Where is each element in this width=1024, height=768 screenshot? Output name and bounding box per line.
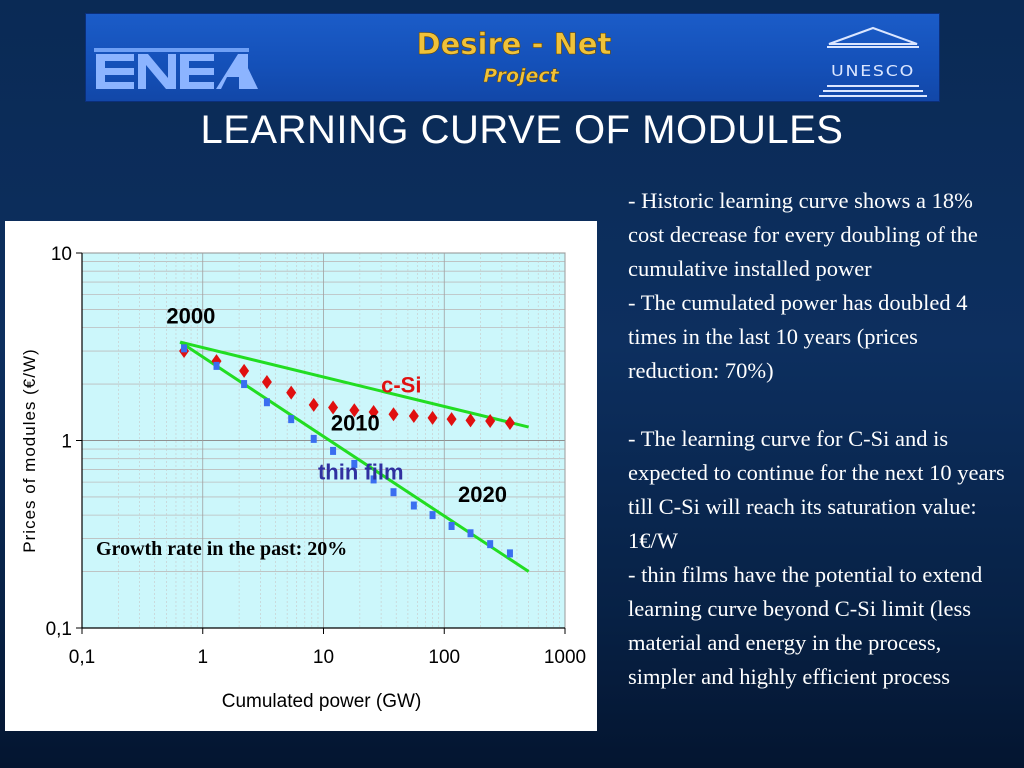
thin-film-point [351,459,358,468]
x-tick-label: 1000 [544,647,586,668]
thin-film-point [181,344,188,353]
y-tick-label: 10 [51,244,72,265]
note-4: - thin films have the potential to exten… [628,562,983,689]
unesco-logo [819,26,927,97]
thin-film-point [330,446,337,455]
x-tick-label: 10 [313,647,334,668]
c-si-point [308,397,319,412]
y-tick-label: 1 [61,432,72,453]
trend-line [179,340,530,429]
y-tick-label: 0,1 [46,619,72,640]
chart-svg: 0,1 1 10 100 1000 0,1 1 10 Cumulated power (GW) P… [20,244,586,712]
chart-annotation: 2000 [166,304,215,329]
c-si-point [239,363,250,378]
note-spacer [628,388,1013,422]
c-si-point [485,414,496,429]
unesco-logo-text: UNESCO [831,62,915,80]
chart-annotation: 2010 [331,411,380,436]
note-2: - The cumulated power has doubled 4 time… [628,290,968,383]
c-si-point [368,404,379,419]
x-tick-label: 1 [197,647,208,668]
thin-film-point [506,549,513,558]
chart-annotation: thin film [318,459,404,484]
thin-film-point [429,511,436,520]
learning-curve-chart: 0,1 1 10 100 1000 0,1 1 10 Cumulated power (GW) P… [5,221,597,731]
thin-film-point [310,434,317,443]
c-si-point [286,385,297,400]
chart-annotation: 2020 [458,482,507,507]
c-si-point [446,412,457,427]
c-si-point [465,413,476,428]
thin-film-point [288,415,295,424]
notes-panel: - Historic learning curve shows a 18% co… [628,184,1013,694]
x-axis-label: Cumulated power (GW) [222,691,422,712]
thin-film-point [370,475,377,484]
enea-logo-bar [94,48,249,52]
c-si-point [408,409,419,424]
note-3: - The learning curve for C-Si and is exp… [628,426,1005,553]
chart-annotation: c-Si [381,373,421,398]
c-si-point [349,403,360,418]
banner-title-line1: Desire - Net [417,27,612,61]
c-si-point [388,407,399,422]
thin-film-point [213,361,220,370]
thin-film-point [390,488,397,497]
banner-graphics: Desire - Net Project UNESCO [94,26,927,97]
header-banner: Desire - Net Project UNESCO [85,13,940,102]
enea-logo [94,48,258,89]
y-axis-label: Prices of modules (€/W) [20,348,39,552]
note-1: - Historic learning curve shows a 18% co… [628,188,978,281]
thin-film-point [487,540,494,549]
c-si-point [211,354,222,369]
c-si-point [328,400,339,415]
banner-title-line2: Project [483,65,559,87]
c-si-point [427,410,438,425]
growth-rate-note: Growth rate in the past: 20% [96,538,347,560]
x-tick-label: 0,1 [69,647,95,668]
c-si-point [261,375,272,390]
thin-film-point [263,398,270,407]
thin-film-point [410,501,417,510]
c-si-point [504,415,515,430]
thin-film-point [467,529,474,538]
x-tick-label: 100 [428,647,460,668]
slide-title: LEARNING CURVE OF MODULES [200,108,844,152]
thin-film-point [448,521,455,530]
thin-film-point [241,380,248,389]
